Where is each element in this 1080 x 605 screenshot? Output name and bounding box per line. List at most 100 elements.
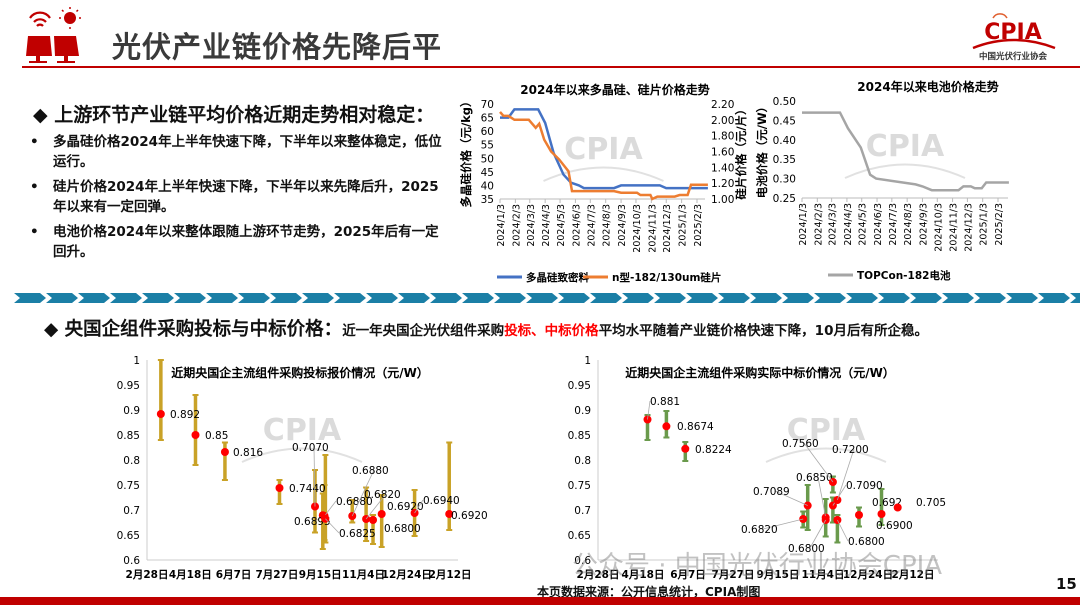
data-label: 0.705 <box>916 497 946 509</box>
x-tick-label: 4月18日 <box>622 569 665 581</box>
data-point <box>893 503 902 512</box>
watermark-arc <box>844 163 966 179</box>
x-tick-label: 2024/3/3 <box>828 203 839 246</box>
data-label: 0.6920 <box>451 510 488 522</box>
bullet-dot-icon: • <box>30 224 39 240</box>
y-tick-label: 55 <box>481 140 494 152</box>
x-tick-label: 2025/1/3 <box>678 204 689 247</box>
x-tick-label: 2月28日 <box>126 569 169 581</box>
section2-summary-highlight: 投标、中标价格 <box>504 323 599 339</box>
cpia-logo: CPIA 中国光伏行业协会 <box>972 13 1056 62</box>
y-tick-label: 0.40 <box>773 135 796 147</box>
leader-line <box>365 493 387 520</box>
y-tick-label: 0.95 <box>568 380 591 392</box>
x-tick-label: 2024/4/3 <box>843 203 854 246</box>
data-label: 0.7070 <box>292 442 329 454</box>
x-tick-label: 6月7日 <box>216 569 252 581</box>
bullet-dot-icon: • <box>30 134 39 150</box>
watermark-arc <box>543 166 664 182</box>
x-tick-label: 2024/10/3 <box>632 204 643 253</box>
x-tick-label: 2月12日 <box>892 569 935 581</box>
data-label: 0.7560 <box>782 438 819 450</box>
x-tick-label: 2024/11/3 <box>949 203 960 252</box>
y-tick-label: 0.8 <box>123 455 140 467</box>
data-label: 0.6800 <box>384 523 421 535</box>
leader-line <box>837 519 849 542</box>
x-tick-label: 2024/3/3 <box>526 204 537 247</box>
y-tick-label: 0.9 <box>574 405 591 417</box>
x-tick-label: 9月15日 <box>299 569 342 581</box>
x-tick-label: 2025/2/3 <box>693 204 704 247</box>
data-point <box>220 448 229 456</box>
x-tick-label: 2024/10/3 <box>933 203 944 252</box>
leader-line <box>414 499 424 514</box>
diamond-bullet-icon: ◆ <box>33 104 55 126</box>
data-label: 0.816 <box>233 447 263 459</box>
data-label: 0.6880 <box>336 496 373 508</box>
x-tick-label: 2024/4/3 <box>541 204 552 247</box>
y-tick-label: 0.8 <box>574 455 591 467</box>
leader-line <box>313 446 316 507</box>
y-tick-label: 0.6 <box>123 555 140 567</box>
data-point <box>855 511 863 519</box>
diamond-bullet-icon: ◆ <box>44 319 65 340</box>
y-right-tick-label: 1.00 <box>711 194 734 206</box>
x-tick-label: 9月15日 <box>757 569 800 581</box>
x-tick-label: 12月24日 <box>382 569 432 581</box>
data-label: 0.6940 <box>423 495 460 507</box>
data-label: 0.7200 <box>832 444 869 456</box>
y-tick-label: 0.35 <box>773 154 796 166</box>
y-tick-label: 0.95 <box>117 380 140 392</box>
y-tick-label: 35 <box>481 194 494 206</box>
x-tick-label: 2024/7/3 <box>888 203 899 246</box>
x-tick-label: 2月28日 <box>577 569 620 581</box>
x-tick-label: 2024/2/3 <box>813 203 824 246</box>
section1-heading: ◆ 上游环节产业链平均价格近期走势相对稳定： <box>33 100 434 127</box>
y-tick-label: 0.85 <box>568 430 591 442</box>
data-point <box>662 422 671 431</box>
x-tick-label: 2024/7/3 <box>586 204 597 247</box>
bullet-item: • 电池价格2024年以来整体跟随上游环节走势，2025年后有一定回升。 <box>30 222 450 262</box>
watermark-arc <box>241 447 363 463</box>
y-tick-label: 0.30 <box>773 174 796 186</box>
leader-line <box>809 519 827 549</box>
data-label: 0.6800 <box>788 543 825 555</box>
x-tick-label: 2024/5/3 <box>556 204 567 247</box>
data-point <box>191 431 200 439</box>
page-number: 15 <box>1056 575 1077 593</box>
y-tick-label: 1 <box>584 355 591 367</box>
data-point <box>275 484 284 492</box>
x-tick-label: 7月27日 <box>712 569 755 581</box>
y-right-tick-label: 1.40 <box>711 162 734 174</box>
legend-label: n型-182/130um硅片 <box>612 271 721 284</box>
cpia-watermark: CPIA <box>844 129 966 179</box>
x-tick-label: 6月7日 <box>670 569 706 581</box>
watermark-arc <box>765 447 887 463</box>
data-label: 0.6800 <box>848 536 885 548</box>
leader-line <box>647 400 651 420</box>
x-tick-label: 2024/1/3 <box>496 204 507 247</box>
section2-heading: ◆ 央国企组件采购投标与中标价格：近一年央国企光伏组件采购投标、中标价格平均水平… <box>44 315 928 341</box>
data-label: 0.7089 <box>753 486 790 498</box>
data-label: 0.7090 <box>846 480 883 492</box>
data-label: 0.881 <box>650 396 680 408</box>
data-label: 0.6900 <box>876 520 913 532</box>
y-right-axis-label: 硅片价格（元/片） <box>734 103 748 199</box>
x-tick-label: 12月24日 <box>843 569 893 581</box>
data-label: 0.6825 <box>339 528 376 540</box>
data-point <box>369 516 378 524</box>
y-axis-label: 多晶硅价格（元/kg） <box>459 95 473 207</box>
cpia-watermark-text: CPIA <box>263 413 342 448</box>
data-label: 0.85 <box>205 430 228 442</box>
x-tick-label: 2024/5/3 <box>858 203 869 246</box>
leader-line <box>837 448 855 501</box>
y-axis-label: 电池价格（元/W） <box>755 101 769 198</box>
section2-summary: 近一年央国企光伏组件采购 <box>342 323 505 339</box>
y-tick-label: 0.9 <box>123 405 140 417</box>
leader-line <box>817 476 827 518</box>
data-label: 0.6880 <box>352 465 389 477</box>
leader-line <box>324 500 337 517</box>
svg-text:中国光伏行业协会: 中国光伏行业协会 <box>979 51 1048 62</box>
y-tick-label: 0.7 <box>574 505 591 517</box>
wechat-watermark: 公众号 · 中国光伏行业协会CPIA <box>572 551 943 581</box>
